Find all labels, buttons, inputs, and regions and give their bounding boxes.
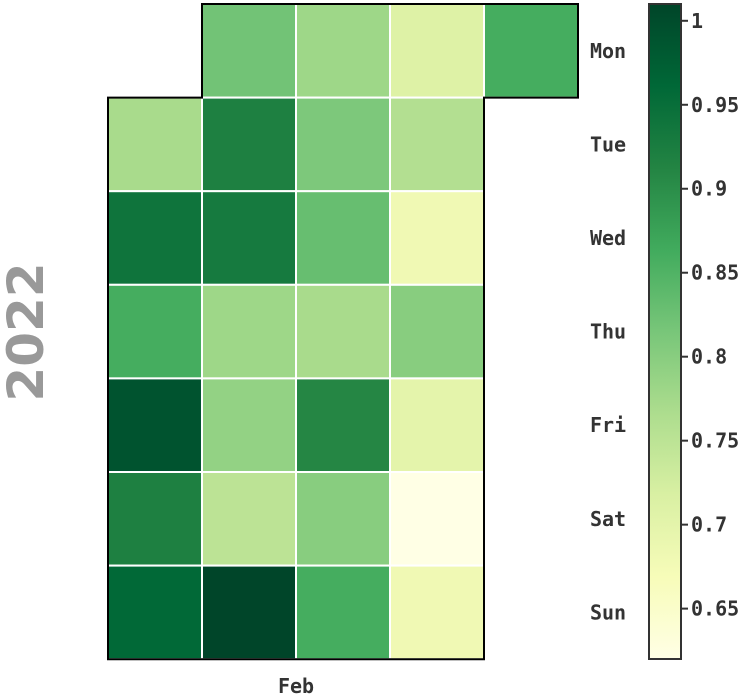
heatmap-cell [201, 377, 297, 473]
colorbar [648, 3, 682, 660]
heatmap-cell [389, 190, 485, 286]
heatmap-cell [107, 283, 203, 380]
heatmap-cell [389, 471, 485, 567]
day-label: Tue [590, 132, 626, 156]
heatmap-cell [201, 471, 297, 567]
colorbar-tick-label: 1 [691, 9, 703, 33]
heatmap-cell [483, 3, 579, 99]
heatmap-cell [201, 190, 297, 286]
day-labels: Mon Tue Wed Thu Fri Sat Sun [590, 39, 626, 625]
heatmap-cell [201, 283, 297, 380]
heatmap-cell [389, 564, 485, 661]
heatmap-cell [107, 190, 203, 286]
heatmap-cell [201, 96, 297, 193]
colorbar-tick-label: 0.9 [691, 177, 727, 201]
colorbar-tick-label: 0.7 [691, 513, 727, 537]
heatmap-cell [295, 283, 391, 380]
heatmap-cells [107, 3, 579, 661]
heatmap-cell [201, 564, 297, 661]
heatmap-cell [295, 564, 391, 661]
day-label: Sat [590, 507, 626, 531]
heatmap-cell [295, 3, 391, 99]
heatmap-cell [107, 96, 203, 193]
heatmap-cell [389, 3, 485, 99]
colorbar-tick-label: 0.65 [691, 597, 739, 621]
heatmap-cell [295, 96, 391, 193]
year-label: 2022 [0, 262, 55, 401]
heatmap-cell [107, 564, 203, 661]
calendar-outline [107, 3, 579, 661]
heatmap-cell [389, 377, 485, 473]
heatmap-cell [107, 377, 203, 473]
colorbar-tick-label: 0.8 [691, 345, 727, 369]
heatmap-cell [295, 190, 391, 286]
day-label: Fri [590, 413, 626, 437]
day-label: Wed [590, 226, 626, 250]
heatmap-cell [295, 471, 391, 567]
colorbar-tick-label: 0.75 [691, 429, 739, 453]
heatmap-cell [389, 283, 485, 380]
month-label: Feb [278, 674, 314, 698]
colorbar-tick-label: 0.95 [691, 93, 739, 117]
heatmap-cell [295, 377, 391, 473]
day-label: Mon [590, 39, 626, 63]
heatmap-cell [201, 3, 297, 99]
heatmap-cell [389, 96, 485, 193]
heatmap-cell [107, 471, 203, 567]
colorbar-tick-label: 0.85 [691, 261, 739, 285]
day-label: Sun [590, 600, 626, 624]
day-label: Thu [590, 320, 626, 344]
colorbar-ticks: 1 0.95 0.9 0.85 0.8 0.75 0.7 0.65 [681, 9, 739, 621]
month-labels: Feb [278, 674, 314, 698]
